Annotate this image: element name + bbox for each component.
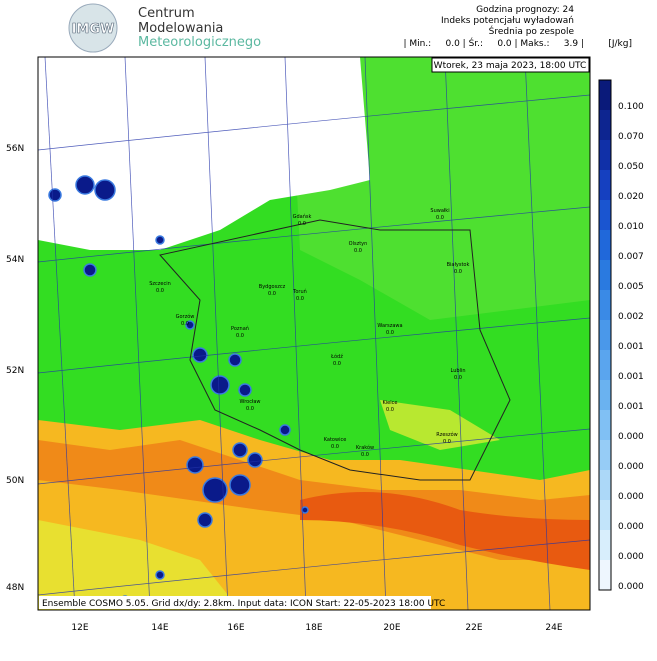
lon-label: 20E — [383, 623, 400, 633]
city-value: 0.0 — [298, 221, 306, 227]
colorbar-cell — [599, 230, 611, 261]
colorbar-label: 0.000 — [618, 462, 644, 472]
lon-label: 14E — [151, 623, 168, 633]
city-name: Gdańsk — [293, 213, 312, 220]
colorbar-cell — [599, 200, 611, 231]
city-name: Poznań — [231, 325, 249, 332]
colorbar-cell — [599, 320, 611, 351]
lon-label: 22E — [465, 623, 482, 633]
footer-box — [39, 596, 431, 609]
city-name: Toruń — [292, 288, 307, 295]
overlay: 56N 54N 52N 50N 48N 12E 14E 16E 18E 20E 22E 24E Gdań… — [6, 79, 644, 633]
city-value: 0.0 — [246, 406, 254, 412]
colorbar-cell — [599, 440, 611, 471]
lon-label: 16E — [227, 623, 244, 633]
lat-label: 54N — [6, 255, 24, 265]
city-name: Białystok — [447, 262, 470, 268]
colorbar-cell — [599, 110, 611, 141]
city-name: Łódź — [330, 353, 343, 360]
lat-label: 56N — [6, 144, 24, 154]
colorbar-label: 0.001 — [618, 342, 644, 352]
city-value: 0.0 — [156, 288, 164, 294]
colorbar-cell — [599, 140, 611, 171]
colorbar-label: 0.007 — [618, 252, 644, 262]
colorbar-cell — [599, 290, 611, 321]
colorbar-label: 0.050 — [618, 162, 644, 172]
logo: IMGW — [68, 3, 118, 53]
colorbar-label: 0.100 — [618, 102, 644, 112]
colorbar-label: 0.001 — [618, 372, 644, 382]
info-line: Średnia po zespole — [489, 25, 575, 37]
colorbar-label: 0.005 — [618, 282, 644, 292]
city-value: 0.0 — [443, 439, 451, 445]
colorbar-label: 0.000 — [618, 582, 644, 592]
city-value: 0.0 — [361, 452, 369, 458]
city-value: 0.0 — [454, 375, 462, 381]
org-line: Meteorologicznego — [138, 35, 261, 50]
city-name: Rzeszów — [436, 431, 458, 438]
city-name: Warszawa — [377, 323, 402, 329]
lat-label: 52N — [6, 366, 24, 376]
org-line: Centrum — [138, 6, 195, 21]
colorbar-label: 0.000 — [618, 432, 644, 442]
colorbar-label: 0.070 — [618, 132, 644, 142]
date-box — [431, 57, 590, 73]
city-name: Bydgoszcz — [259, 284, 286, 290]
lon-label: 12E — [71, 623, 88, 633]
city-name: Lublin — [451, 368, 466, 374]
city-value: 0.0 — [454, 269, 462, 275]
colorbar-label: 0.010 — [618, 222, 644, 232]
city-name: Olsztyn — [349, 241, 368, 247]
city-name: Kraków — [356, 444, 374, 451]
colorbar-label: 0.000 — [618, 522, 644, 532]
info-line: Indeks potencjału wyładowań — [441, 16, 574, 26]
city-value: 0.0 — [236, 333, 244, 339]
city-value: 0.0 — [331, 444, 339, 450]
colorbar-cell — [599, 380, 611, 411]
colorbar-cell — [599, 410, 611, 441]
colorbar-label: 0.020 — [618, 192, 644, 202]
city-value: 0.0 — [386, 330, 394, 336]
stats: | Min.: 0.0 | Śr.: 0.0 | Maks.: 3.9 | — [403, 37, 584, 49]
colorbar-label: 0.002 — [618, 312, 644, 322]
city-name: Szczecin — [149, 281, 171, 287]
city-name: Kielce — [383, 400, 398, 406]
map-frame — [37, 56, 591, 611]
map — [38, 57, 590, 610]
org-line: Modelowania — [138, 21, 223, 36]
city-value: 0.0 — [354, 248, 362, 254]
colorbar-cell — [599, 500, 611, 531]
city-value: 0.0 — [268, 291, 276, 297]
unit: [J/kg] — [608, 39, 632, 49]
lat-label: 48N — [6, 583, 24, 593]
city-value: 0.0 — [181, 321, 189, 327]
city-name: Wrocław — [239, 399, 260, 405]
colorbar-cell — [599, 80, 611, 111]
city-value: 0.0 — [296, 296, 304, 302]
colorbar-cell — [599, 260, 611, 291]
city-name: Gorzów — [176, 313, 195, 320]
colorbar-label: 0.000 — [618, 552, 644, 562]
colorbar-cell — [599, 470, 611, 501]
colorbar-label: 0.000 — [618, 492, 644, 502]
footer: Ensemble COSMO 5.05. Grid dx/dy: 2.8km. … — [42, 599, 445, 609]
city-value: 0.0 — [333, 361, 341, 367]
colorbar-cell — [599, 350, 611, 381]
city-name: Katowice — [324, 437, 347, 443]
colorbar-label: 0.001 — [618, 402, 644, 412]
city-value: 0.0 — [386, 407, 394, 413]
city-name: Suwałki — [430, 208, 449, 214]
colorbar-cell — [599, 170, 611, 201]
city-value: 0.0 — [436, 215, 444, 221]
info-line: Godzina prognozy: 24 — [476, 5, 574, 15]
logo-text: IMGW — [72, 22, 115, 37]
lon-label: 24E — [545, 623, 562, 633]
colorbar-frame — [598, 79, 612, 591]
colorbar-cell — [599, 560, 611, 591]
lat-label: 50N — [6, 476, 24, 486]
lon-label: 18E — [305, 623, 322, 633]
colorbar-cell — [599, 530, 611, 561]
date: Wtorek, 23 maja 2023, 18:00 UTC — [434, 61, 587, 71]
